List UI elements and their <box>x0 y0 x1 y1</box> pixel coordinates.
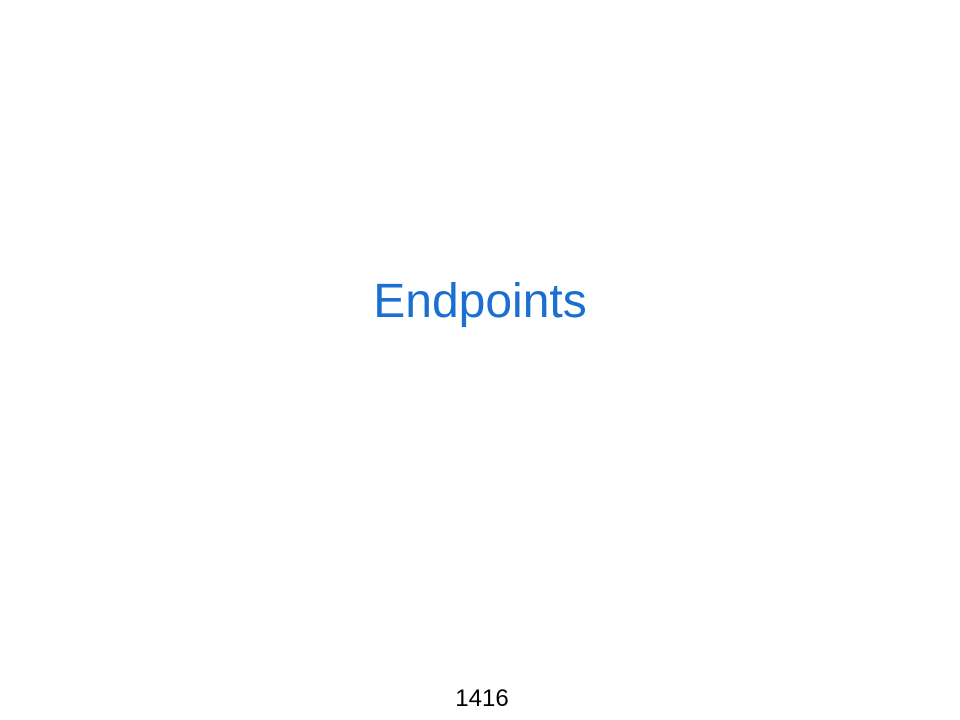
slide-title: Endpoints <box>373 275 587 328</box>
slide-number: 1416 <box>455 685 509 712</box>
